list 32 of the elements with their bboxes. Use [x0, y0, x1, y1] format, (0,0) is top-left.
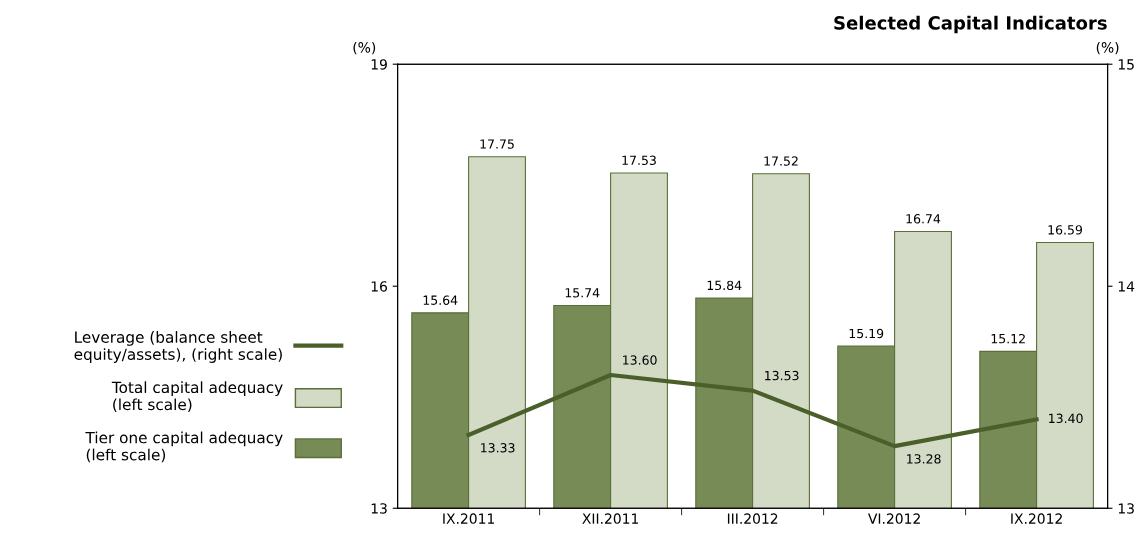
x-tick-label: VI.2012 [868, 513, 920, 524]
y-tick-label: 16 [371, 281, 387, 292]
y-tick-label: 19 [371, 59, 387, 70]
data-label: 13.53 [765, 370, 799, 381]
data-label: 15.74 [565, 288, 600, 298]
data-label: 13.33 [481, 443, 515, 453]
data-label: 13.40 [1049, 413, 1083, 424]
x-tick-label: IX.2012 [1011, 513, 1062, 524]
data-label: 16.59 [1048, 225, 1083, 235]
y-tick-label: 13 [371, 503, 387, 514]
x-tick-label: III.2012 [727, 513, 778, 524]
data-label: 17.52 [764, 156, 798, 166]
data-label: 17.75 [480, 139, 514, 149]
y2-axis-title: (%) [1096, 41, 1119, 55]
data-label: 13.28 [907, 454, 941, 464]
legend-label: Total capital adequacy (left scale) [111, 381, 283, 413]
data-label: 15.12 [991, 333, 1025, 344]
y2-tick-label: 15 [1118, 59, 1134, 70]
data-label: 15.84 [707, 280, 742, 291]
data-label: 17.53 [622, 155, 656, 166]
chart-title: Selected Capital Indicators [834, 15, 1107, 34]
legend-label: Tier one capital adequacy (left scale) [85, 431, 283, 463]
data-label: 16.74 [906, 214, 941, 224]
data-label: 13.60 [623, 355, 657, 365]
y2-tick-label: 14 [1118, 281, 1135, 292]
legend-label: Leverage (balance sheet equity/assets), (right scale) [74, 331, 282, 363]
data-label: 15.19 [849, 328, 884, 339]
data-label: 15.64 [423, 295, 458, 305]
y-axis-title: (%) [353, 41, 376, 55]
y2-tick-label: 13 [1118, 503, 1134, 514]
x-tick-label: IX.2011 [443, 513, 494, 524]
x-tick-label: XII.2011 [582, 513, 639, 524]
